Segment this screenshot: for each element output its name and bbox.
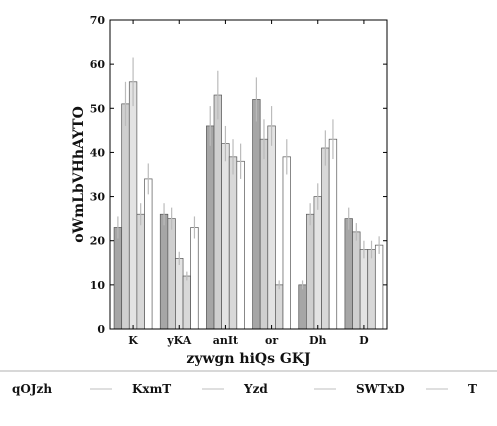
x-tick-label: Dh (309, 334, 327, 347)
error-bars-layer (117, 57, 380, 290)
legend-label: T (468, 382, 477, 396)
bar (190, 227, 199, 330)
bar (213, 94, 222, 330)
plot-frame (109, 19, 388, 330)
bar (113, 227, 123, 330)
legend-label: Yzd (243, 382, 268, 396)
x-tick-label: D (359, 334, 369, 347)
legend-title: qOJzh (12, 382, 52, 396)
x-tick-label: anIt (213, 334, 239, 347)
y-axis: 0 10 20 30 40 50 60 70 (90, 14, 387, 336)
bar (328, 138, 338, 330)
bar (121, 103, 130, 330)
bar (352, 231, 361, 330)
bar (228, 156, 238, 330)
y-tick-label: 70 (90, 14, 106, 27)
bar (136, 213, 145, 330)
y-tick-label: 20 (90, 235, 106, 248)
legend-label: SWTxD (356, 382, 405, 396)
bar (259, 138, 269, 330)
y-tick-label: 40 (90, 146, 106, 159)
bar (306, 213, 315, 330)
x-tick-label: K (128, 334, 138, 347)
y-tick-label: 60 (90, 58, 106, 71)
bar (159, 213, 169, 330)
x-tick-label: yKA (166, 334, 192, 347)
legend: qOJzh KxmT Yzd SWTxD T (12, 382, 477, 396)
bar (252, 99, 261, 330)
y-tick-label: 30 (90, 191, 106, 204)
bar (236, 160, 245, 330)
bar (359, 249, 369, 330)
bar (367, 249, 376, 330)
bar (321, 147, 330, 330)
bar (298, 284, 307, 330)
y-tick-label: 50 (90, 102, 106, 115)
bar (175, 258, 184, 330)
bar (128, 81, 138, 330)
bar (344, 218, 353, 330)
bar (374, 244, 384, 330)
bar (167, 218, 176, 330)
y-axis-label: oWmLbVHhAYTO (71, 106, 87, 243)
bar (275, 284, 284, 330)
y-tick-label: 0 (97, 323, 105, 336)
bar (182, 275, 192, 330)
bar (313, 196, 322, 330)
x-tick-label: or (265, 334, 278, 347)
bars-layer (113, 81, 384, 330)
x-axis-label: zywgn hiQs GKJ (186, 351, 311, 367)
bar (221, 143, 230, 330)
bar (206, 125, 215, 330)
y-tick-label: 10 (90, 279, 106, 292)
bar (144, 178, 153, 330)
bar (267, 125, 276, 330)
bar (282, 156, 291, 330)
legend-label: KxmT (132, 382, 171, 396)
